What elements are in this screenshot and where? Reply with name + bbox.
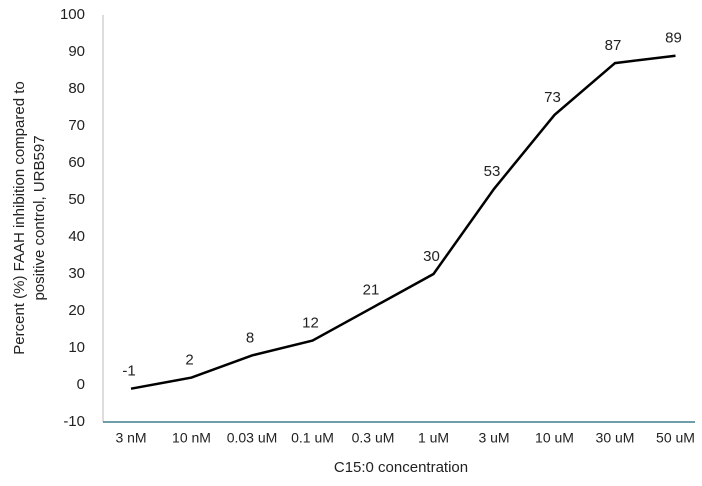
x-tick-label: 0.1 uM: [291, 430, 334, 446]
x-tick-label: 3 uM: [478, 430, 509, 446]
data-label: 87: [605, 37, 622, 54]
x-tick-label: 50 uM: [656, 430, 695, 446]
y-axis-title: positive control, URB597: [31, 135, 48, 300]
x-tick-label: 0.3 uM: [352, 430, 395, 446]
x-axis-title: C15:0 concentration: [334, 459, 468, 476]
data-label: -1: [122, 363, 135, 380]
y-tick-label: 20: [68, 302, 85, 319]
data-label: 8: [246, 329, 254, 346]
x-tick-label: 10 uM: [535, 430, 574, 446]
data-line: [130, 54, 676, 390]
y-tick-label: 30: [68, 265, 85, 282]
y-tick-label: 90: [68, 43, 85, 60]
y-tick-label: 10: [68, 339, 85, 356]
y-axis-title: Percent (%) FAAH inhibition compared to: [11, 81, 28, 354]
y-tick-label: 60: [68, 154, 85, 171]
x-tick-label: 10 nM: [172, 430, 211, 446]
x-tick-label: 1 uM: [418, 430, 449, 446]
y-tick-label: 0: [77, 376, 85, 393]
data-label: 89: [665, 30, 682, 47]
y-tick-label: -10: [63, 413, 85, 430]
y-tick-label: 40: [68, 228, 85, 245]
data-label: 30: [423, 248, 440, 265]
x-tick-label: 30 uM: [596, 430, 635, 446]
data-label: 53: [484, 163, 501, 180]
y-tick-label: 50: [68, 191, 85, 208]
x-tick-label: 0.03 uM: [227, 430, 278, 446]
data-label: 21: [363, 281, 380, 298]
y-tick-label: 80: [68, 80, 85, 97]
y-tick-label: 70: [68, 117, 85, 134]
y-tick-label: 100: [60, 6, 85, 23]
data-label: 2: [185, 352, 193, 369]
data-label: 12: [302, 315, 319, 332]
data-label: 73: [544, 89, 561, 106]
x-tick-label: 3 nM: [115, 430, 146, 446]
